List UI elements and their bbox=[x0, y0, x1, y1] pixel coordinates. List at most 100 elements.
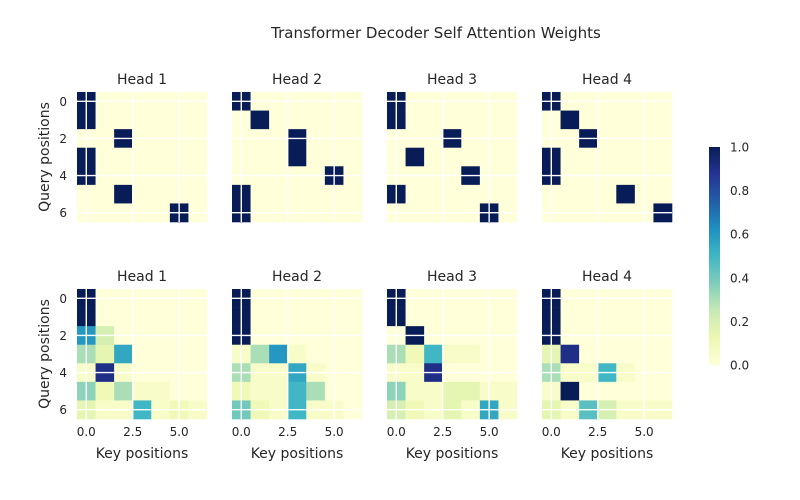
heatmap-cell bbox=[188, 184, 208, 204]
heatmap-cell bbox=[114, 307, 134, 327]
heatmap-cell bbox=[560, 381, 580, 401]
y-axis-label: Query positions bbox=[37, 102, 53, 212]
heatmap-cell bbox=[114, 184, 134, 204]
colorbar-bar bbox=[709, 147, 720, 365]
heatmap-cell bbox=[95, 381, 115, 401]
heatmap-cell bbox=[498, 110, 518, 130]
heatmap-cell bbox=[442, 344, 462, 364]
heatmap-cell bbox=[424, 184, 444, 204]
heatmap-cell bbox=[653, 147, 673, 167]
heatmap-cell bbox=[250, 147, 270, 167]
y-tick-label: 4 bbox=[59, 169, 67, 183]
x-tick-label: 2.5 bbox=[278, 425, 297, 439]
x-axis-label: Key positions bbox=[561, 446, 654, 462]
heatmap-cell bbox=[188, 307, 208, 327]
heatmap-cell bbox=[442, 381, 462, 401]
heatmap-cell bbox=[250, 110, 270, 130]
x-tick-label: 5.0 bbox=[325, 425, 344, 439]
heatmap-cell bbox=[560, 344, 580, 364]
y-tick-label: 2 bbox=[59, 132, 67, 146]
heatmap-cell bbox=[424, 307, 444, 327]
x-tick-label: 2.5 bbox=[433, 425, 452, 439]
heatmap-cell bbox=[250, 307, 270, 327]
heatmap-cell bbox=[306, 381, 326, 401]
heatmap-cell bbox=[287, 307, 307, 327]
heatmap-cell bbox=[132, 381, 152, 401]
heatmap-cell bbox=[560, 147, 580, 167]
heatmap-cell bbox=[579, 344, 599, 364]
heatmap-cell bbox=[306, 184, 326, 204]
heatmap-cell bbox=[188, 110, 208, 130]
y-tick-label: 2 bbox=[59, 329, 67, 343]
x-tick-label: 5.0 bbox=[635, 425, 654, 439]
heatmap-cell bbox=[114, 344, 134, 364]
heatmap-cell bbox=[343, 381, 363, 401]
heatmap-cell bbox=[306, 110, 326, 130]
heatmap-cell bbox=[114, 147, 134, 167]
heatmap-cell bbox=[250, 344, 270, 364]
heatmap-cell bbox=[132, 344, 152, 364]
heatmap-panel-2-4: Head 4 0.0 2.5 5.0 bbox=[542, 269, 673, 439]
heatmap-cell bbox=[498, 184, 518, 204]
heatmap-cell bbox=[250, 381, 270, 401]
heatmap-cell bbox=[461, 184, 481, 204]
heatmap-cell bbox=[95, 184, 115, 204]
colorbar-tick-label: 0.8 bbox=[730, 184, 749, 198]
heatmap-cell bbox=[461, 381, 481, 401]
heatmap-panel-1-3: Head 3 bbox=[387, 72, 518, 223]
heatmap-cell bbox=[269, 381, 289, 401]
heatmap-cell bbox=[132, 147, 152, 167]
heatmap-cell bbox=[442, 110, 462, 130]
panel-title: Head 1 bbox=[117, 269, 167, 285]
heatmap-cell bbox=[114, 110, 134, 130]
x-axis-label: Key positions bbox=[96, 446, 189, 462]
heatmap-cell bbox=[461, 307, 481, 327]
heatmap-cell bbox=[597, 147, 617, 167]
x-tick-label: 0.0 bbox=[542, 425, 561, 439]
heatmap-cell bbox=[343, 307, 363, 327]
heatmap-cell bbox=[269, 110, 289, 130]
heatmap-cell bbox=[287, 184, 307, 204]
heatmap-cell bbox=[424, 110, 444, 130]
heatmap-cell bbox=[653, 110, 673, 130]
heatmap-cell bbox=[579, 307, 599, 327]
heatmap-cell bbox=[287, 381, 307, 401]
x-tick-label: 2.5 bbox=[588, 425, 607, 439]
heatmap-cell bbox=[579, 381, 599, 401]
heatmap-cell bbox=[616, 147, 636, 167]
heatmap-cell bbox=[151, 184, 171, 204]
x-tick-label: 0.0 bbox=[387, 425, 406, 439]
heatmap-cell bbox=[114, 381, 134, 401]
heatmap-cell bbox=[269, 184, 289, 204]
heatmap-cell bbox=[343, 344, 363, 364]
heatmap-cell bbox=[653, 381, 673, 401]
heatmap-cell bbox=[461, 147, 481, 167]
x-tick-label: 2.5 bbox=[123, 425, 142, 439]
colorbar-tick-label: 1.0 bbox=[730, 141, 749, 155]
heatmap-cell bbox=[442, 307, 462, 327]
x-tick-label: 5.0 bbox=[480, 425, 499, 439]
heatmap-cell bbox=[424, 344, 444, 364]
heatmap-cell bbox=[151, 307, 171, 327]
heatmap-cell bbox=[132, 307, 152, 327]
heatmap-cell bbox=[597, 307, 617, 327]
y-axis-label: Query positions bbox=[37, 299, 53, 409]
heatmap-cell bbox=[442, 147, 462, 167]
heatmap-panel-2-1: Head 1 0 2 4 6 0.0 2.5 5.0 bbox=[59, 269, 208, 439]
heatmap-cell bbox=[269, 344, 289, 364]
panel-title: Head 4 bbox=[582, 269, 632, 285]
figure-title: Transformer Decoder Self Attention Weigh… bbox=[270, 24, 601, 42]
heatmap-panel-1-1: Head 1 0 2 4 6 bbox=[59, 72, 208, 223]
heatmap-cell bbox=[597, 110, 617, 130]
heatmap-cell bbox=[616, 307, 636, 327]
y-tick-label: 4 bbox=[59, 366, 67, 380]
heatmap-cell bbox=[597, 381, 617, 401]
heatmap-cell bbox=[461, 344, 481, 364]
colorbar-tick-label: 0.0 bbox=[730, 359, 749, 373]
heatmap-cell bbox=[188, 147, 208, 167]
x-tick-label: 5.0 bbox=[170, 425, 189, 439]
heatmap-cell bbox=[343, 110, 363, 130]
heatmap-cell bbox=[597, 184, 617, 204]
heatmap-cell bbox=[498, 344, 518, 364]
heatmap-panel-1-2: Head 2 bbox=[232, 72, 363, 223]
